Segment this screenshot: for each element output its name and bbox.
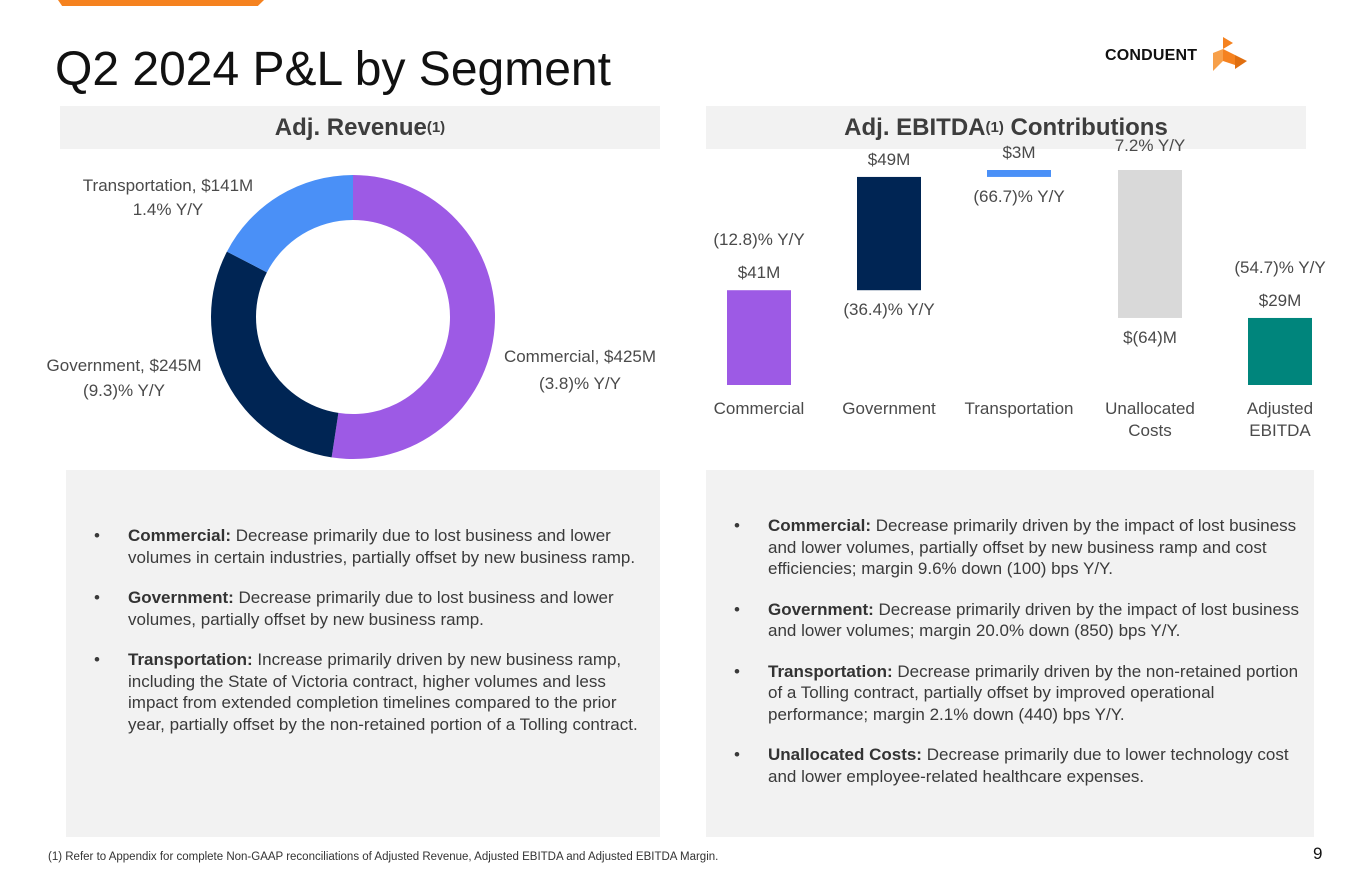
commercial-value-label: Commercial, $425M bbox=[503, 347, 657, 366]
yoy-label-unallocated-costs: 7.2% Y/Y bbox=[1115, 136, 1186, 155]
category-label-government: Government bbox=[842, 399, 936, 418]
footnote: (1) Refer to Appendix for complete Non-G… bbox=[48, 851, 719, 863]
ebitda-heading-suffix: Contributions bbox=[1003, 113, 1168, 141]
donut-label-commercial: Commercial, $425M (3.8)% Y/Y bbox=[494, 347, 666, 394]
yoy-label-government: (36.4)% Y/Y bbox=[843, 300, 934, 319]
commercial-yoy-label: (3.8)% Y/Y bbox=[539, 374, 621, 393]
bullet-heading: Commercial: bbox=[768, 516, 871, 535]
ebitda-waterfall-chart: $41M (12.8)% Y/Y Commercial $49M (36.4)% Y/Y… bbox=[713, 136, 1325, 440]
logo-text: CONDUENT bbox=[1105, 47, 1198, 64]
value-label-unallocated-costs: $(64)M bbox=[1123, 328, 1177, 347]
ebitda-heading-sup: (1) bbox=[985, 119, 1004, 136]
bullet-text: Decrease primarily due to lower technolo… bbox=[768, 745, 1289, 786]
category-label-unallocated-costs: Unallocated bbox=[1105, 399, 1195, 418]
bullet-heading: Government: bbox=[768, 599, 874, 619]
bullet-glyph: • bbox=[94, 526, 100, 545]
government-value-label: Government, $245M bbox=[46, 356, 202, 375]
donut-slice-transportation bbox=[226, 175, 353, 273]
ebitda-bullet-item: • Commercial: Decrease primarily driven b… bbox=[734, 515, 1308, 580]
revenue-heading-text: Adj. Revenue bbox=[274, 113, 427, 141]
ebitda-commentary-box bbox=[706, 470, 1314, 837]
yoy-label-adjusted-ebitda: (54.7)% Y/Y bbox=[1234, 258, 1325, 277]
ebitda-bullet-item: • Unallocated Costs: Decrease primarily d… bbox=[734, 744, 1308, 787]
bullet-text: Decrease primarily due to lost business … bbox=[128, 526, 636, 567]
page-title: Q2 2024 P&L by Segment bbox=[55, 43, 611, 96]
donut-label-government: Government, $245M (9.3)% Y/Y bbox=[32, 356, 216, 401]
revenue-bullet-item: • Transportation: Increase primarily driv… bbox=[94, 649, 648, 735]
category-label-commercial: Commercial bbox=[714, 399, 805, 418]
revenue-bullet-item: • Commercial: Decrease primarily due to l… bbox=[94, 525, 648, 568]
category-label-adjusted-ebitda-line2: EBITDA bbox=[1249, 421, 1311, 440]
bullet-text: Increase primarily driven by new busines… bbox=[128, 650, 638, 734]
category-label-transportation: Transportation bbox=[965, 399, 1074, 418]
bar-government bbox=[857, 176, 921, 291]
logo-mark-icon bbox=[1213, 37, 1247, 71]
value-label-government: $49M bbox=[868, 150, 911, 169]
bar-transportation bbox=[987, 170, 1051, 177]
value-label-adjusted-ebitda: $29M bbox=[1259, 291, 1302, 310]
ebitda-panel-heading: Adj. EBITDA (1) Contributions bbox=[706, 106, 1306, 149]
revenue-bullet-item: • Government: Decrease primarily due to l… bbox=[94, 587, 648, 630]
bullet-heading: Transportation: bbox=[128, 650, 253, 669]
ebitda-commentary-list: • Commercial: Decrease primarily driven b… bbox=[734, 515, 1308, 806]
value-label-commercial: $41M bbox=[738, 263, 781, 282]
bullet-heading: Unallocated Costs: bbox=[768, 745, 922, 764]
bullet-text: Decrease primarily driven by the impact … bbox=[768, 516, 1297, 578]
bullet-glyph: • bbox=[734, 661, 740, 681]
ebitda-bullet-item: • Government: Decrease primarily driven b… bbox=[734, 599, 1308, 642]
page-number: 9 bbox=[1313, 844, 1323, 863]
revenue-donut-chart bbox=[210, 175, 495, 459]
bullet-glyph: • bbox=[734, 745, 740, 764]
yoy-label-transportation: (66.7)% Y/Y bbox=[973, 187, 1064, 206]
bullet-glyph: • bbox=[734, 599, 740, 619]
bar-adjusted-ebitda bbox=[1248, 317, 1312, 385]
bullet-text: Decrease primarily driven by the impact … bbox=[768, 599, 1299, 641]
ebitda-bullet-item: • Transportation: Decrease primarily driv… bbox=[734, 661, 1308, 726]
accent-bar bbox=[58, 0, 264, 6]
bullet-text: Decrease primarily due to lost business … bbox=[128, 588, 614, 629]
value-label-transportation: $3M bbox=[1002, 143, 1035, 162]
transportation-yoy-label: 1.4% Y/Y bbox=[132, 200, 204, 219]
bullet-heading: Commercial: bbox=[128, 526, 231, 545]
bullet-heading: Government: bbox=[128, 588, 234, 607]
bar-commercial bbox=[727, 290, 791, 385]
government-yoy-label: (9.3)% Y/Y bbox=[83, 381, 165, 400]
category-label-unallocated-costs-line2: Costs bbox=[1128, 421, 1171, 440]
bar-unallocated-costs bbox=[1118, 170, 1182, 318]
conduent-logo: CONDUENT bbox=[1105, 33, 1255, 77]
bullet-glyph: • bbox=[734, 516, 740, 535]
revenue-commentary-list: • Commercial: Decrease primarily due to l… bbox=[94, 525, 648, 754]
revenue-commentary-box bbox=[66, 470, 660, 837]
bullet-text: Decrease primarily driven by the non-ret… bbox=[768, 661, 1299, 724]
bullet-heading: Transportation: bbox=[768, 661, 893, 681]
revenue-heading-sup: (1) bbox=[426, 119, 446, 136]
transportation-value-label: Transportation, $141M bbox=[82, 176, 254, 195]
bullet-glyph: • bbox=[94, 650, 100, 669]
donut-slice-government bbox=[210, 251, 339, 458]
yoy-label-commercial: (12.8)% Y/Y bbox=[713, 230, 804, 249]
revenue-panel-heading: Adj. Revenue (1) bbox=[60, 106, 660, 149]
bullet-glyph: • bbox=[94, 588, 100, 607]
ebitda-heading-text: Adj. EBITDA bbox=[844, 113, 986, 141]
category-label-adjusted-ebitda: Adjusted bbox=[1247, 399, 1313, 418]
donut-slice-commercial bbox=[331, 175, 495, 459]
donut-label-transportation: Transportation, $141M 1.4% Y/Y bbox=[60, 176, 276, 220]
